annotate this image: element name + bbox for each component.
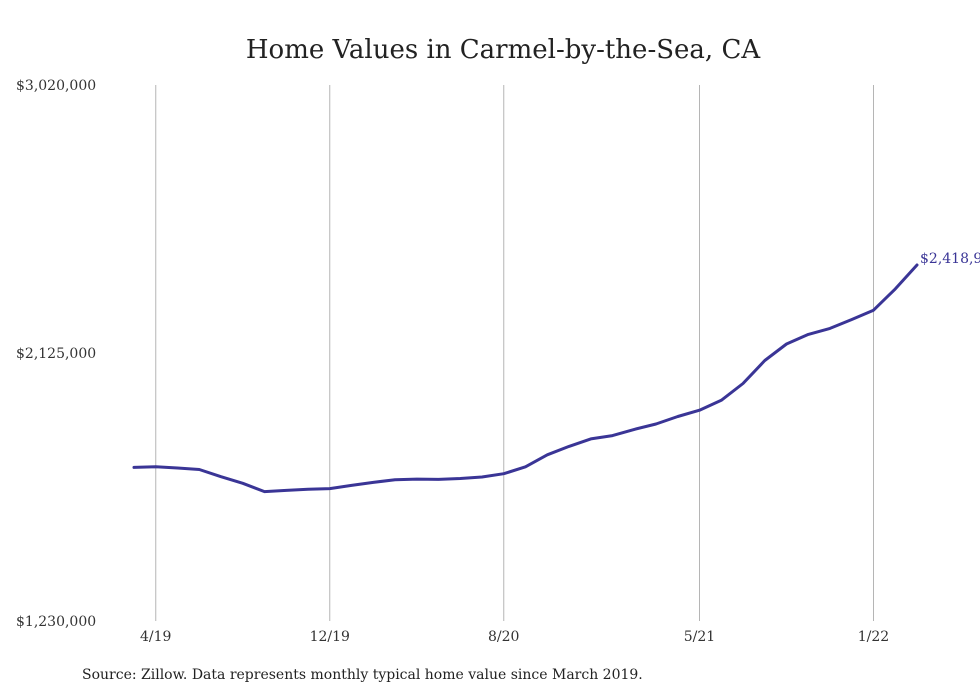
series-layer	[132, 263, 919, 494]
gridlines	[155, 85, 874, 621]
end-value-label: $2,418,994	[920, 251, 980, 267]
y-tick-label: $1,230,000	[16, 614, 96, 630]
x-axis: 4/19 12/19 8/20 5/21 1/22	[140, 629, 889, 645]
y-tick-label: $3,020,000	[16, 78, 96, 94]
data-labels: $2,418,994	[920, 251, 980, 267]
x-tick-label: 12/19	[310, 629, 350, 645]
source-note: Source: Zillow. Data represents monthly …	[82, 667, 643, 683]
x-tick-label: 4/19	[140, 629, 171, 645]
y-tick-label: $2,125,000	[16, 346, 96, 362]
chart-title: Home Values in Carmel-by-the-Sea, CA	[246, 35, 761, 65]
x-tick-label: 1/22	[858, 629, 889, 645]
y-axis: $3,020,000 $2,125,000 $1,230,000	[16, 78, 96, 630]
x-tick-label: 5/21	[684, 629, 715, 645]
x-tick-label: 8/20	[488, 629, 519, 645]
series-line	[132, 263, 919, 494]
